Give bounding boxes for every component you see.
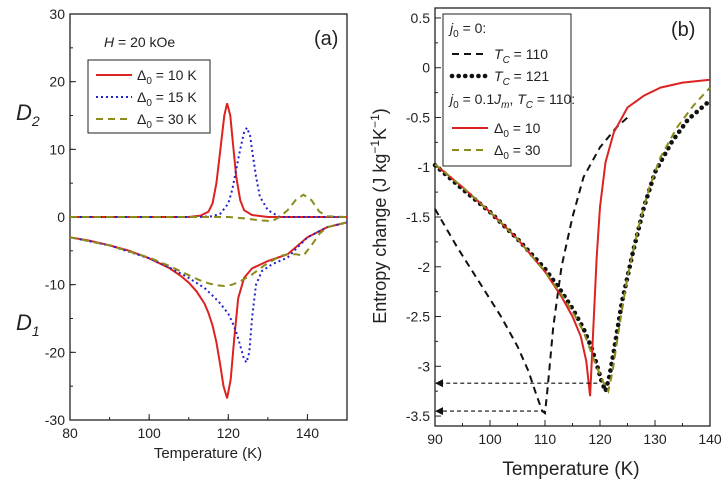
panel-b-xtick-label: 90 — [427, 431, 443, 447]
panel-a-series — [69, 103, 348, 399]
panel-b-ytick-label: -1 — [418, 159, 431, 175]
panel-b-ytick-label: -3 — [418, 358, 431, 374]
panel-a-xtick-label: 80 — [62, 425, 78, 441]
panel-b-chart: 90 100 110 120 130 140 0.5 0 -0.5 -1 -1.5 -2 -2.5 -3 -… — [368, 7, 722, 480]
panel-a-xtick-label: 140 — [296, 425, 320, 441]
panel-a-ytick-label: 20 — [49, 74, 65, 90]
panel-a-legend-label: Δ0 = 30 K — [137, 111, 197, 131]
panel-b-legend-label: TC = 110 — [494, 46, 548, 66]
panel-a-series-line — [70, 125, 347, 218]
panel-b-arrows — [435, 379, 598, 416]
panel-b-legend-header: j0 = 0: — [448, 20, 486, 40]
panel-b-legend-label: TC = 121 — [494, 68, 549, 88]
panel-a-xlabel: Temperature (K) — [154, 445, 262, 462]
panel-a-legend-label: Δ0 = 15 K — [137, 89, 197, 109]
panel-b-ytick-label: -1.5 — [406, 209, 430, 225]
panel-b-ylabel: Entropy change (J kg−1K−1) — [368, 108, 390, 324]
panel-a-ytick-label: -30 — [45, 412, 65, 428]
panel-b-xtick-label: 100 — [478, 431, 502, 447]
panel-a-series-line — [69, 221, 348, 288]
panel-b-legend — [442, 13, 572, 167]
panel-a-ytick-label: -20 — [45, 344, 65, 360]
panel-a-xtick-label: 100 — [137, 425, 161, 441]
panel-b-ytick-label: -2 — [418, 259, 431, 275]
panel-b-xtick-label: 140 — [698, 431, 722, 447]
panel-a-ticks: 80 100 120 140 -30 -20 -10 0 10 20 30 — [45, 6, 348, 441]
panel-a-annotation: H = 20 kOe — [104, 34, 175, 50]
panel-a-ytick-label: 0 — [57, 209, 65, 225]
panel-b-legend-header: j0 = 0.1Jm, TC = 110: — [448, 91, 575, 111]
panel-a-series-line — [69, 221, 348, 399]
panel-b-xtick-label: 110 — [534, 431, 557, 447]
panel-b-ytick-label: -2.5 — [406, 309, 430, 325]
panel-a-ytick-label: 10 — [49, 141, 65, 157]
panel-a-legend — [87, 59, 211, 134]
panel-b-ytick-label: 0 — [422, 60, 430, 76]
panel-b-ytick-label: -3.5 — [406, 408, 430, 424]
panel-a-legend-entries: Δ0 = 10 KΔ0 = 15 KΔ0 = 30 K — [96, 67, 197, 131]
panel-a-xtick-label: 120 — [217, 425, 241, 441]
panel-b-series-line — [434, 116, 629, 415]
panel-b-xtick-label: 130 — [643, 431, 667, 447]
panel-b-label: (b) — [671, 19, 695, 41]
panel-b-series-line — [434, 78, 711, 397]
panel-b-xtick-label: 120 — [588, 431, 612, 447]
panel-b-ticks: 90 100 110 120 130 140 0.5 0 -0.5 -1 -1.5 -2 -2.5 -3 -… — [406, 10, 722, 447]
panel-b-ytick-label: -0.5 — [406, 109, 430, 125]
panel-a-series-line — [69, 221, 348, 365]
panel-b-series — [432, 78, 713, 415]
panel-b-xlabel: Temperature (K) — [502, 459, 639, 480]
panel-b-legend-label: Δ0 = 30 — [494, 142, 541, 162]
panel-a-ytick-label: 30 — [49, 6, 65, 22]
panel-a-ytick-label: -10 — [45, 277, 65, 293]
panel-b-legend-label: Δ0 = 10 — [494, 120, 541, 140]
panel-b-ytick-label: 0.5 — [411, 10, 431, 26]
panel-a-series-line — [70, 193, 348, 223]
panel-a-series-line — [70, 103, 347, 218]
panel-a-ylabel-upper: D2 — [16, 100, 40, 129]
panel-a-ylabel-lower: D1 — [16, 310, 40, 339]
panel-a-label: (a) — [314, 28, 338, 50]
panel-a-legend-label: Δ0 = 10 K — [137, 67, 197, 87]
panel-a-chart: 80 100 120 140 -30 -20 -10 0 10 20 30 (a) H = 20 k… — [16, 6, 348, 462]
